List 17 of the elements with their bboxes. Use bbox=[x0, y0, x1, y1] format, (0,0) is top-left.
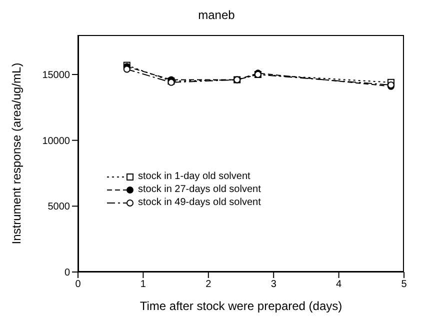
y-axis-title: Instrument response (area/ug/mL) bbox=[9, 62, 24, 244]
chart-title: maneb bbox=[197, 8, 236, 22]
x-tick-label: 0 bbox=[75, 279, 82, 290]
x-axis-title: Time after stock were prepared (days) bbox=[140, 299, 342, 313]
point bbox=[123, 66, 130, 73]
x-tick-label: 4 bbox=[336, 279, 342, 290]
legend-label: stock in 1-day old solvent bbox=[138, 171, 250, 182]
x-tick-label: 3 bbox=[270, 279, 277, 290]
legend-label: stock in 27-days old solvent bbox=[138, 184, 261, 195]
x-tick-label: 5 bbox=[401, 279, 408, 290]
x-tick-label: 1 bbox=[140, 279, 146, 290]
x-tick-label: 2 bbox=[206, 279, 212, 290]
y-tick-label: 15000 bbox=[42, 70, 70, 82]
legend-label: stock in 49-days old solvent bbox=[138, 197, 261, 208]
y-tick-label: 5000 bbox=[48, 202, 70, 213]
y-tick-label: 0 bbox=[64, 268, 70, 279]
y-tick-label: 10000 bbox=[42, 136, 70, 147]
